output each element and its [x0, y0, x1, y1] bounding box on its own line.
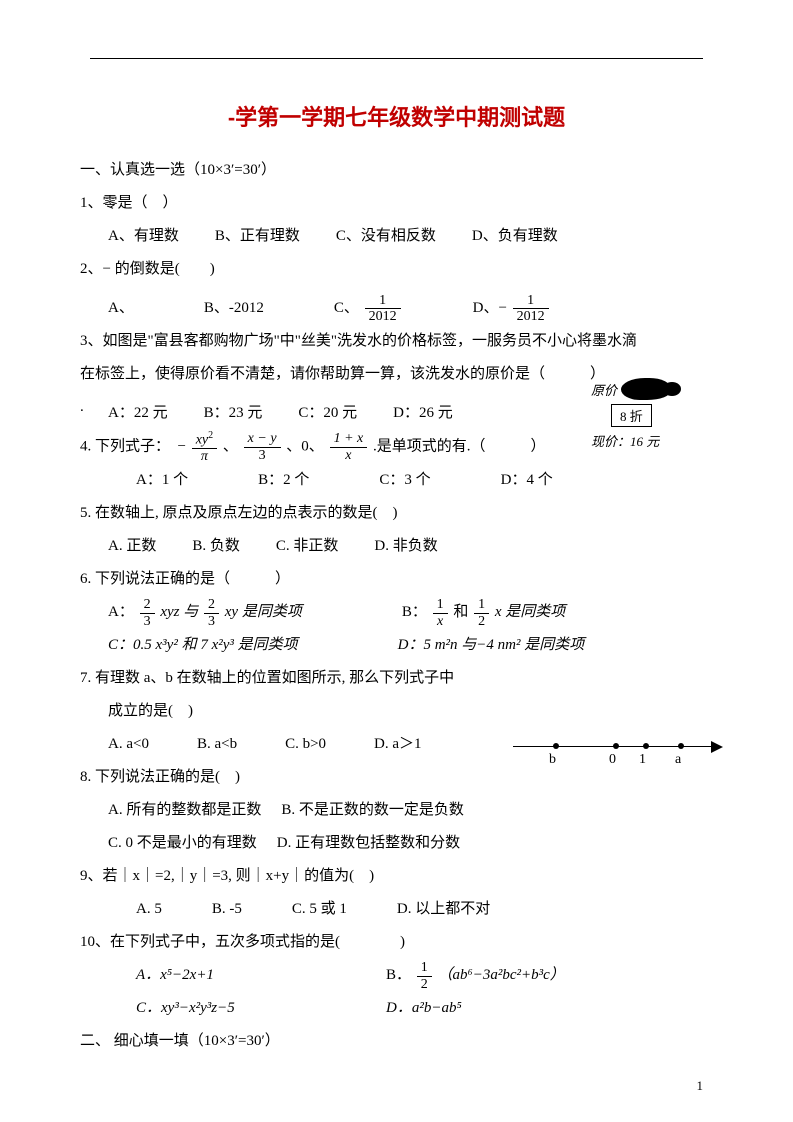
- q8-opt-d: D. 正有理数包括整数和分数: [277, 827, 460, 860]
- axis-point-0: [613, 743, 619, 749]
- q8-row1: A. 所有的整数都是正数 B. 不是正数的数一定是负数: [80, 794, 713, 827]
- q4-opt-d: D：4 个: [501, 464, 553, 497]
- q2-c-fraction: 1 2012: [365, 293, 401, 325]
- q5-stem: 5. 在数轴上, 原点及原点左边的点表示的数是( ): [80, 497, 713, 530]
- q5-opt-a: A. 正数: [108, 530, 156, 563]
- top-rule: [90, 58, 703, 59]
- q1-opt-d: D、负有理数: [472, 220, 558, 253]
- axis-label-0: 0: [609, 752, 616, 768]
- q7-opt-c: C. b>0: [285, 728, 326, 761]
- q6-stem: 6. 下列说法正确的是（ ）: [80, 563, 713, 596]
- q10-opt-a: A．x⁵−2x+1: [136, 959, 386, 992]
- q5-options: A. 正数 B. 负数 C. 非正数 D. 非负数: [80, 530, 713, 563]
- section-1-heading: 一、认真选一选（10×3′=30′）: [80, 154, 713, 187]
- q7-line1: 7. 有理数 a、b 在数轴上的位置如图所示, 那么下列式子中: [80, 662, 713, 695]
- q5-opt-d: D. 非负数: [374, 530, 437, 563]
- q3-line1: 3、如图是"富县客都购物广场"中"丝美"洗发水的价格标签，一服务员不小心将墨水滴: [80, 325, 713, 358]
- q8-row2: C. 0 不是最小的有理数 D. 正有理数包括整数和分数: [80, 827, 713, 860]
- q8-opt-c: C. 0 不是最小的有理数: [108, 827, 257, 860]
- axis-point-1: [643, 743, 649, 749]
- q10-stem: 10、在下列式子中，五次多项式指的是( ): [80, 926, 713, 959]
- q8-opt-a: A. 所有的整数都是正数: [108, 794, 261, 827]
- q2-opt-b: B、-2012: [204, 292, 264, 325]
- q4-frac3: 1 + x x: [330, 431, 368, 463]
- q6-opt-a: A： 23 xyz 与 23 xy 是同类项: [108, 596, 302, 629]
- q10-row2: C．xy³−x²y³z−5 D．a²b−ab⁵: [80, 992, 713, 1025]
- q4-opt-a: A：1 个: [136, 464, 188, 497]
- q6-row1: A： 23 xyz 与 23 xy 是同类项 B： 1x 和 12 x 是同类项: [80, 596, 713, 629]
- q3-opt-b: B：23 元: [204, 397, 263, 430]
- q4-options: A：1 个 B：2 个 C：3 个 D：4 个: [80, 464, 713, 497]
- q7-line2: 成立的是( ): [80, 695, 713, 728]
- q6-opt-c: C：0.5 x³y² 和 7 x²y³ 是同类项: [108, 629, 298, 662]
- price-tag-figure: 原价 8 折 现价：16 元: [591, 378, 707, 450]
- q9-options: A. 5 B. -5 C. 5 或 1 D. 以上都不对: [80, 893, 713, 926]
- q5-opt-c: C. 非正数: [276, 530, 339, 563]
- q7-opt-a: A. a<0: [108, 728, 149, 761]
- axis-label-a: a: [675, 752, 681, 768]
- q10-opt-d: D．a²b−ab⁵: [386, 992, 462, 1025]
- q3-opt-a: A：22 元: [108, 397, 168, 430]
- q3-opt-c: C：20 元: [298, 397, 357, 430]
- q4-opt-b: B：2 个: [258, 464, 309, 497]
- q6-opt-d: D：5 m²n 与−4 nm² 是同类项: [398, 629, 585, 662]
- q4-opt-c: C：3 个: [379, 464, 430, 497]
- q1-opt-c: C、没有相反数: [336, 220, 436, 253]
- q2-stem: 2、− 的倒数是( ): [80, 253, 713, 286]
- q1-stem: 1、零是（ ）: [80, 187, 713, 220]
- q10-opt-c: C．xy³−x²y³z−5: [136, 992, 386, 1025]
- q9-opt-b: B. -5: [212, 893, 242, 926]
- q6-row2: C：0.5 x³y² 和 7 x²y³ 是同类项 D：5 m²n 与−4 nm²…: [80, 629, 713, 662]
- q6-opt-b: B： 1x 和 12 x 是同类项: [402, 596, 565, 629]
- q2-d-fraction: 1 2012: [513, 293, 549, 325]
- q9-opt-c: C. 5 或 1: [292, 893, 347, 926]
- tag-original-label: 原价: [591, 380, 617, 399]
- q9-opt-d: D. 以上都不对: [397, 893, 490, 926]
- q5-opt-b: B. 负数: [192, 530, 240, 563]
- tag-current-price: 现价：16 元: [591, 431, 707, 450]
- q4-frac1: xy2 π: [192, 430, 217, 464]
- axis-arrow-icon: [711, 741, 723, 753]
- q3-opt-d: D：26 元: [393, 397, 453, 430]
- q9-stem: 9、若｜x｜=2,｜y｜=3, 则｜x+y｜的值为( ): [80, 860, 713, 893]
- axis-label-b: b: [549, 752, 556, 768]
- exam-title: -学第一学期七年级数学中期测试题: [80, 100, 713, 132]
- q7-opt-b: B. a<b: [197, 728, 237, 761]
- q2-opt-c: C、 1 2012: [334, 292, 403, 325]
- q10-opt-b: B． 12 （ab⁶−3a²bc²+b³c）: [386, 959, 565, 992]
- ink-blot-icon: [621, 378, 671, 400]
- tag-discount: 8 折: [611, 404, 652, 427]
- q10-row1: A．x⁵−2x+1 B． 12 （ab⁶−3a²bc²+b³c）: [80, 959, 713, 992]
- page-number: 1: [697, 1078, 704, 1094]
- number-line-figure: b 0 1 a: [513, 732, 723, 772]
- q2-opt-a: A、: [108, 292, 134, 325]
- q2-options: A、 B、-2012 C、 1 2012 D、− 1 2012: [80, 292, 713, 325]
- q2-opt-d: D、− 1 2012: [473, 292, 551, 325]
- exam-page: -学第一学期七年级数学中期测试题 一、认真选一选（10×3′=30′） 1、零是…: [0, 0, 793, 1122]
- q1-opt-b: B、正有理数: [215, 220, 300, 253]
- q8-opt-b: B. 不是正数的数一定是负数: [281, 794, 464, 827]
- q9-opt-a: A. 5: [136, 893, 162, 926]
- axis-label-1: 1: [639, 752, 646, 768]
- q4-frac2: x − y 3: [244, 431, 281, 463]
- axis-point-b: [553, 743, 559, 749]
- q1-opt-a: A、有理数: [108, 220, 179, 253]
- section-2-heading: 二、 细心填一填（10×3′=30′）: [80, 1025, 713, 1058]
- q1-options: A、有理数 B、正有理数 C、没有相反数 D、负有理数: [80, 220, 713, 253]
- q7-opt-d: D. a＞1: [374, 728, 422, 761]
- axis-point-a: [678, 743, 684, 749]
